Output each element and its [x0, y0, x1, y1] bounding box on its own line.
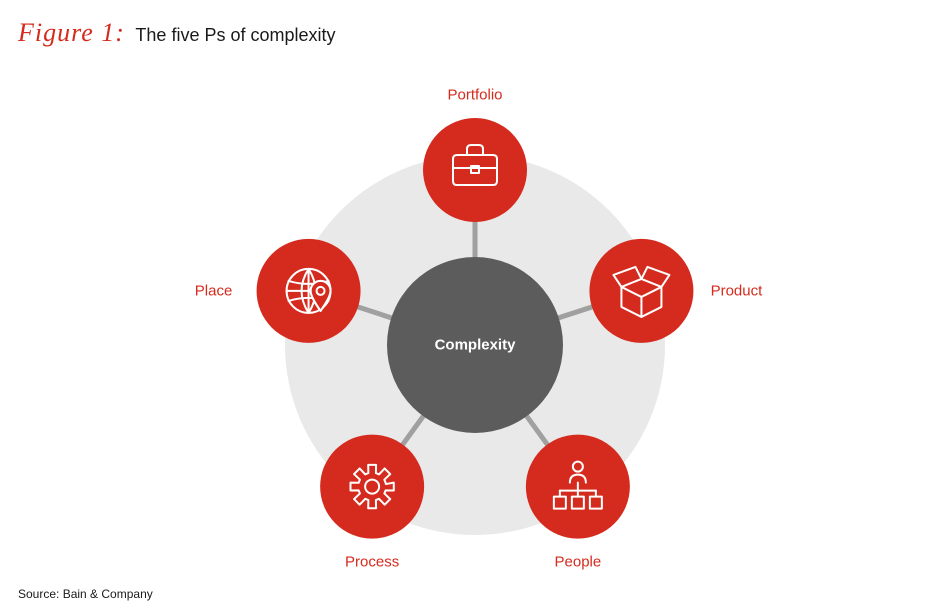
- node-label-portfolio: Portfolio: [447, 87, 502, 104]
- node-label-process: Process: [345, 553, 399, 570]
- node-portfolio: [423, 118, 527, 222]
- node-process: [320, 435, 424, 539]
- node-label-place: Place: [195, 282, 233, 299]
- node-label-product: Product: [711, 282, 763, 299]
- node-label-people: People: [555, 553, 602, 570]
- node-place: [257, 239, 361, 343]
- center-label: Complexity: [435, 337, 516, 354]
- radial-diagram: Complexity Portfolio Product People Process P…: [0, 0, 950, 615]
- source-text: Source: Bain & Company: [18, 587, 153, 601]
- node-people: [526, 435, 630, 539]
- node-product: [589, 239, 693, 343]
- globe-pin-icon: [287, 269, 331, 313]
